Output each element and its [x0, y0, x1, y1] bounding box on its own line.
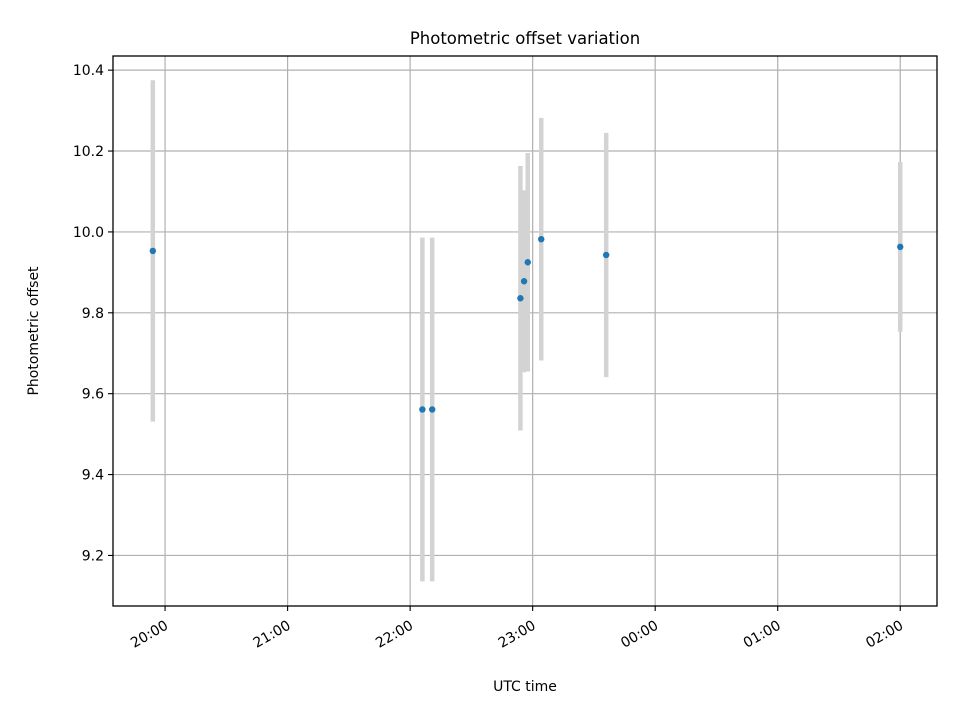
data-point: [428, 406, 436, 413]
y-tick-label: 9.8: [82, 306, 104, 322]
data-points: [149, 235, 904, 413]
y-tick-label: 9.2: [82, 548, 104, 564]
data-point: [602, 251, 610, 259]
data-point: [524, 259, 531, 266]
data-point: [520, 278, 528, 285]
data-point: [517, 295, 524, 302]
y-tick-label: 10.0: [73, 225, 104, 241]
chart-title: Photometric offset variation: [410, 29, 640, 48]
x-axis-label: UTC time: [493, 679, 557, 695]
x-tick-label: 02:00: [863, 618, 906, 652]
x-tick-label: 01:00: [741, 618, 784, 652]
data-point: [419, 406, 426, 413]
grid: [113, 56, 937, 606]
x-tick-label: 00:00: [618, 618, 661, 652]
error-bars: [150, 80, 903, 582]
data-point: [897, 243, 904, 251]
y-tick-label: 9.6: [82, 387, 104, 403]
x-tick-label: 21:00: [251, 618, 294, 652]
x-tick-label: 20:00: [128, 618, 171, 652]
x-tick-label: 23:00: [496, 618, 539, 652]
data-point: [538, 235, 545, 243]
y-axis-label: Photometric offset: [26, 266, 42, 396]
y-tick-label: 10.2: [73, 144, 104, 160]
y-tick-label: 10.4: [73, 63, 104, 79]
y-tick-label: 9.4: [82, 468, 104, 484]
plot-frame: [112, 55, 938, 607]
data-point: [149, 247, 157, 255]
x-tick-label: 22:00: [373, 618, 416, 652]
